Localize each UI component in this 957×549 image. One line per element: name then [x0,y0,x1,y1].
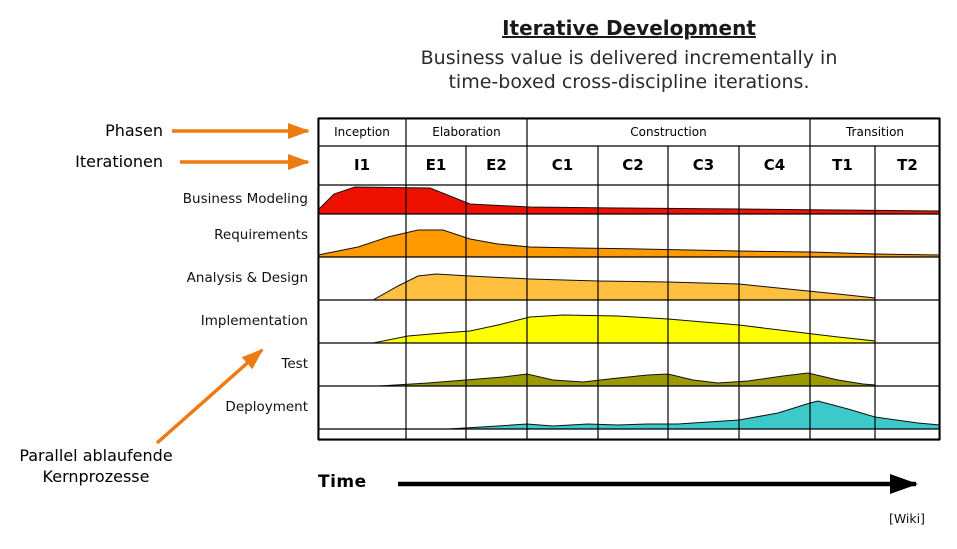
effort-humps [317,186,941,430]
iteration-cell-c1: C1 [551,156,574,174]
effort-hump-requirements [317,229,941,258]
iteration-cell-c2: C2 [622,156,644,174]
iteration-cell-c3: C3 [692,156,715,174]
effort-hump-test [377,372,876,387]
discipline-label-business-modeling: Business Modeling [182,191,308,207]
iteration-cell-e2: E2 [486,156,507,174]
phase-cell-elaboration: Elaboration [432,125,501,139]
iteration-cell-c4: C4 [763,156,786,174]
attribution-text: [Wiki] [888,511,925,526]
parallel-processes-annotation-line2: Kernprozesse [42,467,150,486]
effort-hump-implementation [372,314,876,344]
phase-cell-inception: Inception [334,125,390,139]
iteration-cell-e1: E1 [425,156,447,174]
parallel-processes-annotation: Parallel ablaufende Kernprozesse [0,445,192,487]
iterations-annotation-label: Iterationen [75,152,163,171]
grid-border [318,118,940,440]
diagram-subtitle-line2: time-boxed cross-discipline iterations. [448,71,810,93]
time-axis-label: Time [318,472,367,492]
discipline-label-requirements: Requirements [214,227,308,243]
iteration-cell-t2: T2 [897,156,918,174]
discipline-label-deployment: Deployment [225,399,308,415]
parallel-processes-annotation-line1: Parallel ablaufende [19,446,173,465]
diagram-title: Iterative Development [502,16,756,40]
discipline-label-implementation: Implementation [200,313,308,329]
phase-cell-construction: Construction [630,125,707,139]
effort-hump-business-modeling [317,186,941,215]
discipline-label-test: Test [281,356,308,372]
iteration-grid [317,117,941,441]
diagram-subtitle-line1: Business value is delivered incrementall… [420,47,838,69]
effort-hump-analysis-design [371,273,876,301]
effort-hump-deployment [447,400,941,430]
iteration-cell-t1: T1 [832,156,853,174]
iteration-cell-i1: I1 [353,156,371,174]
phases-annotation-label: Phasen [105,121,163,140]
phase-cell-transition: Transition [845,125,905,139]
discipline-label-analysis-design: Analysis & Design [186,270,308,286]
